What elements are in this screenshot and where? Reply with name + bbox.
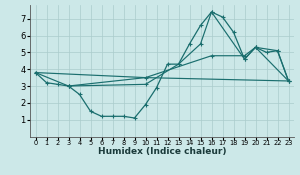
X-axis label: Humidex (Indice chaleur): Humidex (Indice chaleur) — [98, 147, 226, 156]
